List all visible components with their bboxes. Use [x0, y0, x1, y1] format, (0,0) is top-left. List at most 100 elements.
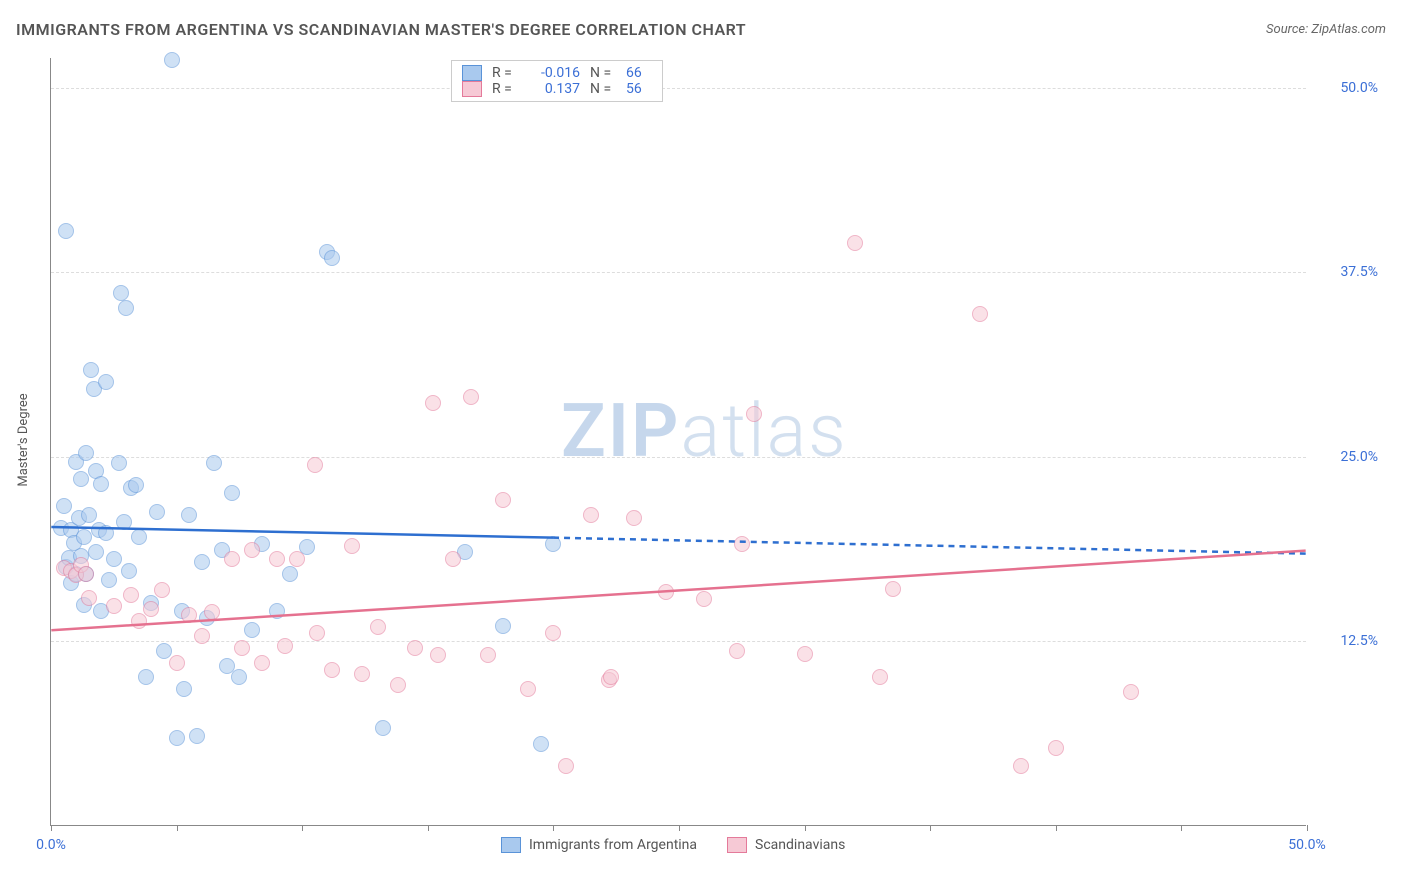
- xtick: [553, 825, 554, 831]
- data-point-series-1: [1123, 684, 1139, 700]
- data-point-series-0: [121, 563, 137, 579]
- data-point-series-1: [797, 646, 813, 662]
- legend-label-1: Scandinavians: [755, 837, 845, 853]
- watermark: ZIPatlas: [561, 388, 848, 475]
- data-point-series-0: [98, 374, 114, 390]
- data-point-series-1: [123, 587, 139, 603]
- data-point-series-0: [76, 529, 92, 545]
- data-point-series-0: [244, 622, 260, 638]
- xtick: [428, 825, 429, 831]
- xtick: [1056, 825, 1057, 831]
- r-value-0: -0.016: [524, 65, 580, 81]
- ytick-label: 25.0%: [1340, 449, 1378, 465]
- data-point-series-1: [1013, 758, 1029, 774]
- data-point-series-1: [696, 591, 712, 607]
- data-point-series-1: [626, 510, 642, 526]
- data-point-series-0: [56, 498, 72, 514]
- data-point-series-1: [244, 542, 260, 558]
- swatch-series-1: [462, 81, 482, 97]
- legend-label-0: Immigrants from Argentina: [529, 837, 697, 853]
- ytick-label: 50.0%: [1340, 80, 1378, 96]
- gridline: [51, 457, 1306, 458]
- data-point-series-0: [176, 681, 192, 697]
- data-point-series-1: [430, 647, 446, 663]
- xtick: [805, 825, 806, 831]
- data-point-series-1: [194, 628, 210, 644]
- xtick: [1307, 825, 1308, 831]
- data-point-series-1: [583, 507, 599, 523]
- data-point-series-1: [106, 598, 122, 614]
- correlation-row-1: R = 0.137 N = 56: [462, 81, 652, 97]
- data-point-series-0: [375, 720, 391, 736]
- data-point-series-1: [154, 582, 170, 598]
- data-point-series-1: [480, 647, 496, 663]
- data-point-series-1: [407, 640, 423, 656]
- data-point-series-0: [118, 300, 134, 316]
- data-point-series-0: [189, 728, 205, 744]
- data-point-series-1: [1048, 740, 1064, 756]
- data-point-series-1: [872, 669, 888, 685]
- data-point-series-1: [204, 604, 220, 620]
- xtick: [302, 825, 303, 831]
- chart-title: IMMIGRANTS FROM ARGENTINA VS SCANDINAVIA…: [16, 20, 746, 39]
- n-label: N =: [590, 65, 616, 81]
- data-point-series-1: [354, 666, 370, 682]
- data-point-series-0: [93, 476, 109, 492]
- data-point-series-1: [277, 638, 293, 654]
- data-point-series-1: [463, 389, 479, 405]
- data-point-series-1: [603, 669, 619, 685]
- xtick-label: 50.0%: [1288, 837, 1326, 853]
- swatch-series-1: [727, 837, 747, 853]
- data-point-series-0: [98, 525, 114, 541]
- data-point-series-0: [83, 362, 99, 378]
- gridline: [51, 88, 1306, 89]
- series-legend: Immigrants from Argentina Scandinavians: [501, 837, 845, 853]
- data-point-series-1: [558, 758, 574, 774]
- xtick: [51, 825, 52, 831]
- data-point-series-1: [269, 551, 285, 567]
- data-point-series-0: [138, 669, 154, 685]
- data-point-series-0: [324, 250, 340, 266]
- data-point-series-0: [58, 223, 74, 239]
- data-point-series-1: [181, 607, 197, 623]
- data-point-series-1: [972, 306, 988, 322]
- trend-lines: [51, 58, 1306, 825]
- data-point-series-0: [206, 455, 222, 471]
- data-point-series-0: [269, 603, 285, 619]
- data-point-series-1: [729, 643, 745, 659]
- data-point-series-1: [847, 235, 863, 251]
- trend-line: [553, 538, 1306, 554]
- source-attribution: Source: ZipAtlas.com: [1266, 22, 1386, 37]
- correlation-row-0: R = -0.016 N = 66: [462, 65, 652, 81]
- data-point-series-1: [746, 406, 762, 422]
- data-point-series-1: [390, 677, 406, 693]
- data-point-series-1: [885, 581, 901, 597]
- data-point-series-1: [169, 655, 185, 671]
- data-point-series-0: [88, 544, 104, 560]
- data-point-series-0: [113, 285, 129, 301]
- r-value-1: 0.137: [524, 81, 580, 97]
- trend-line: [51, 551, 1305, 631]
- xtick: [679, 825, 680, 831]
- data-point-series-0: [224, 485, 240, 501]
- data-point-series-0: [545, 536, 561, 552]
- data-point-series-1: [520, 681, 536, 697]
- r-label: R =: [492, 81, 514, 97]
- gridline: [51, 272, 1306, 273]
- plot-area: ZIPatlas 12.5%25.0%37.5%50.0% 0.0%50.0% …: [50, 58, 1306, 826]
- watermark-suffix: atlas: [681, 388, 848, 475]
- correlation-legend: R = -0.016 N = 66 R = 0.137 N = 56: [451, 60, 663, 102]
- watermark-prefix: ZIP: [561, 388, 681, 475]
- data-point-series-1: [344, 538, 360, 554]
- data-point-series-1: [143, 601, 159, 617]
- data-point-series-1: [131, 613, 147, 629]
- data-point-series-1: [81, 590, 97, 606]
- data-point-series-1: [324, 662, 340, 678]
- data-point-series-1: [78, 566, 94, 582]
- data-point-series-1: [425, 395, 441, 411]
- data-point-series-0: [495, 618, 511, 634]
- n-value-1: 56: [626, 81, 652, 97]
- ytick-label: 12.5%: [1340, 633, 1378, 649]
- swatch-series-0: [501, 837, 521, 853]
- y-axis-label: Master's Degree: [16, 393, 31, 486]
